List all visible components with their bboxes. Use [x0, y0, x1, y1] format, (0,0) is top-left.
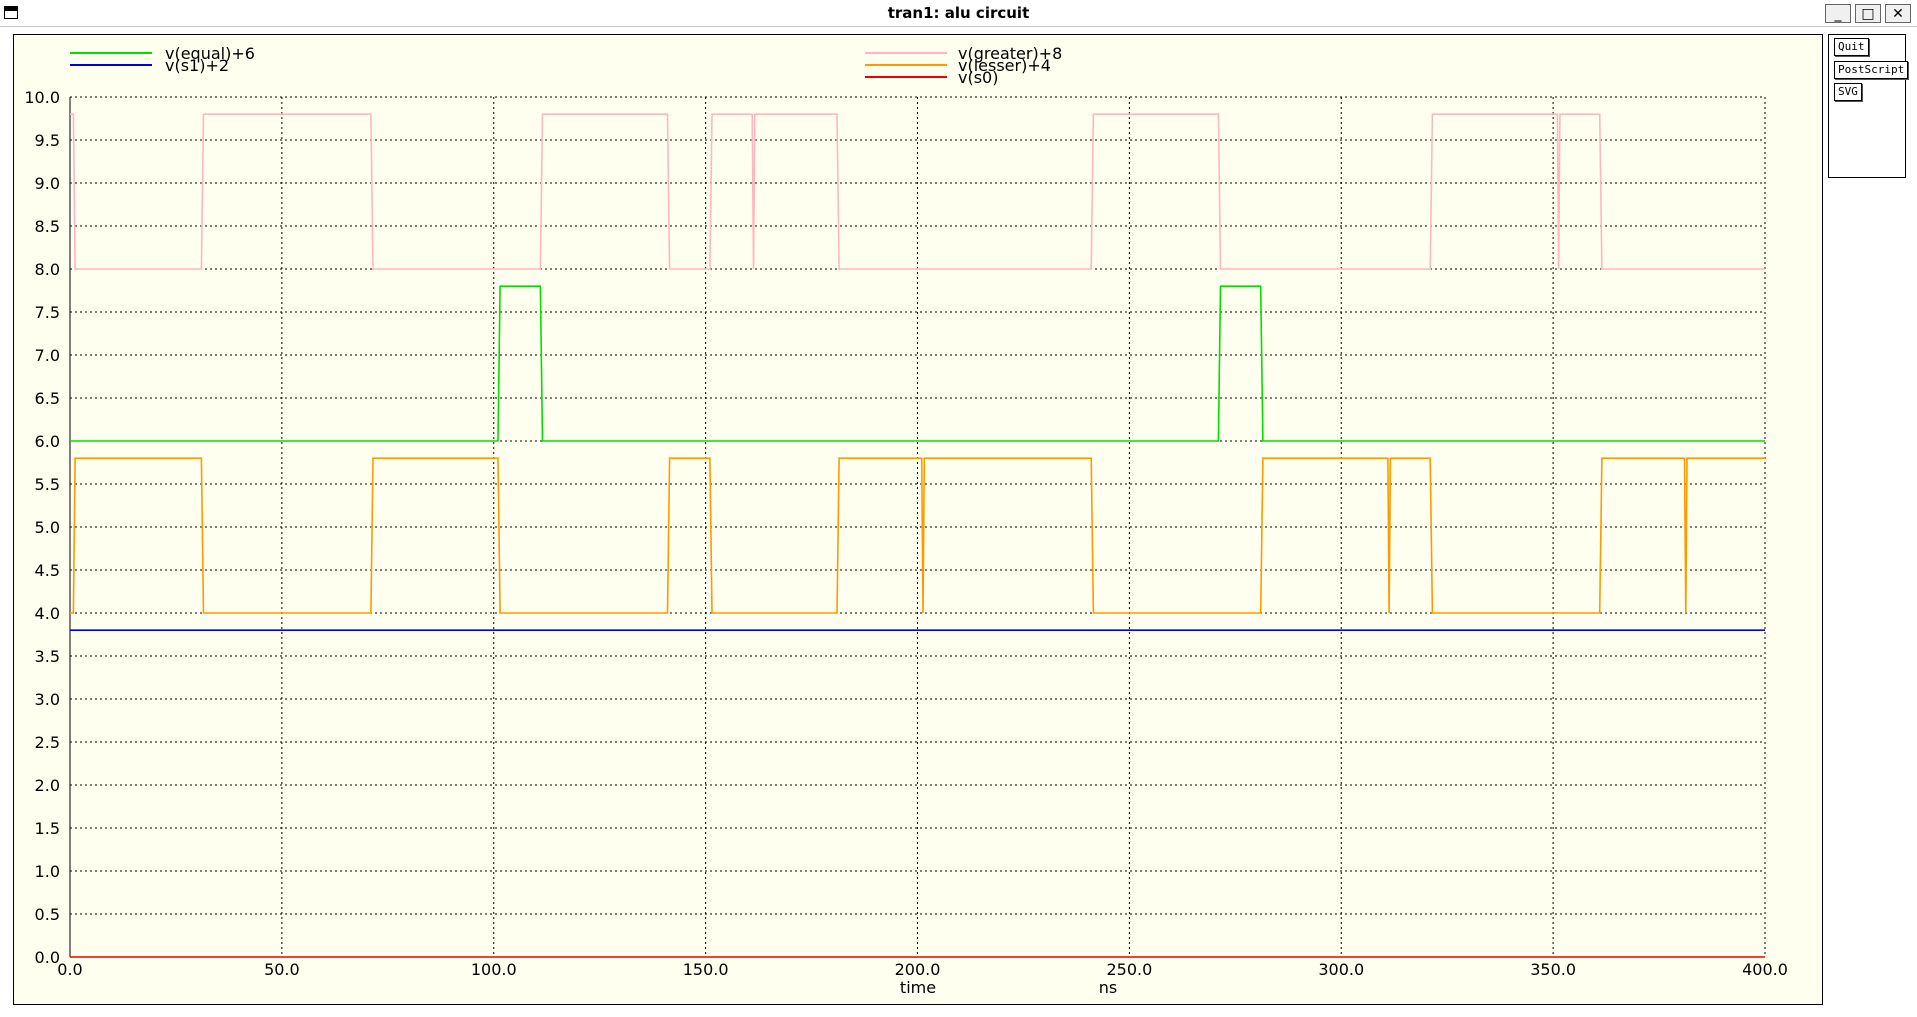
x-tick-label: 350.0: [1530, 960, 1576, 979]
postscript-button[interactable]: PostScript: [1834, 61, 1909, 79]
y-tick-label: 8.0: [35, 260, 60, 279]
y-tick-label: 2.5: [35, 733, 60, 752]
x-tick-label: 150.0: [683, 960, 729, 979]
legend-label-4: v(s0): [958, 68, 998, 87]
y-tick-label: 6.0: [35, 432, 60, 451]
y-tick-label: 0.0: [35, 948, 60, 967]
y-tick-label: 4.5: [35, 561, 60, 580]
x-tick-label: 250.0: [1106, 960, 1152, 979]
y-tick-label: 3.5: [35, 647, 60, 666]
x-tick-label: 100.0: [471, 960, 517, 979]
window-titlebar: tran1: alu circuit _ □ ✕: [0, 0, 1917, 27]
y-tick-label: 8.5: [35, 217, 60, 236]
series-traces: [70, 113, 1765, 958]
y-tick-label: 1.0: [35, 862, 60, 881]
legend: v(equal)+6v(s1)+2 v(greater)+8v(lesser)+4…: [70, 44, 1062, 87]
maximize-button[interactable]: □: [1855, 4, 1881, 23]
x-axis-label: time: [900, 978, 936, 997]
series-line-0: [70, 285, 1765, 442]
y-tick-label: 3.0: [35, 690, 60, 709]
y-tick-label: 10.0: [24, 88, 60, 107]
button-panel: Quit PostScript SVG: [1828, 34, 1909, 178]
legend-label-0: v(equal)+6: [165, 44, 255, 63]
minimize-button[interactable]: _: [1825, 4, 1851, 23]
y-tick-label: 1.5: [35, 819, 60, 838]
y-tick-label: 7.0: [35, 346, 60, 365]
series-line-2: [70, 113, 1765, 270]
grid-lines: [69, 96, 1766, 958]
x-axis-unit: ns: [1099, 978, 1117, 997]
tick-labels: 0.0 0.5 1.0 1.5 2.0 2.5 3.0 3.5 4.0 4.5 5.0 5.5 6.0 6…: [24, 88, 1788, 979]
x-tick-label: 300.0: [1318, 960, 1364, 979]
quit-button[interactable]: Quit: [1834, 38, 1869, 56]
y-tick-label: 2.0: [35, 776, 60, 795]
y-tick-label: 7.5: [35, 303, 60, 322]
x-tick-label: 0.0: [57, 960, 82, 979]
svg-button[interactable]: SVG: [1834, 83, 1862, 101]
y-tick-label: 5.0: [35, 518, 60, 537]
x-tick-label: 50.0: [264, 960, 300, 979]
y-tick-label: 6.5: [35, 389, 60, 408]
legend-label-3: v(lesser)+4: [958, 56, 1051, 75]
window-menu-icon[interactable]: [4, 6, 18, 19]
series-line-3: [70, 457, 1765, 614]
legend-label-2: v(greater)+8: [958, 44, 1062, 63]
x-tick-label: 400.0: [1742, 960, 1788, 979]
window-title: tran1: alu circuit: [887, 4, 1030, 22]
y-tick-label: 9.5: [35, 131, 60, 150]
y-tick-label: 0.5: [35, 905, 60, 924]
y-tick-label: 4.0: [35, 604, 60, 623]
close-button[interactable]: ✕: [1885, 4, 1911, 23]
y-tick-label: 5.5: [35, 475, 60, 494]
x-tick-label: 200.0: [895, 960, 941, 979]
y-tick-label: 9.0: [35, 174, 60, 193]
legend-label-1: v(s1)+2: [165, 56, 229, 75]
